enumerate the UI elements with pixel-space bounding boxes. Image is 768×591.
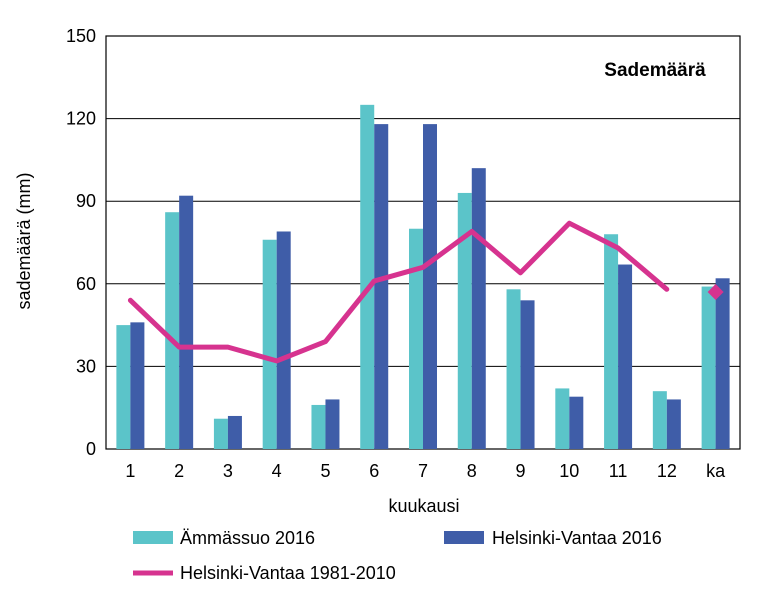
y-tick-labels: 0 30 60 90 120 150 [66,26,96,459]
bar-ammassuo-8 [457,192,472,449]
x-tick-label: 11 [609,461,628,481]
average-line [127,220,724,364]
line-helsinki-1981-2010 [127,220,670,364]
bars [116,104,730,450]
x-tick-label: 10 [559,461,579,481]
legend-label-helsinki-1981-2010: Helsinki-Vantaa 1981-2010 [180,563,396,583]
bar-helsinki-2016-4 [276,231,291,449]
bar-helsinki-2016-3 [227,415,242,449]
x-tick-label: 8 [467,461,477,481]
x-tick-label: 7 [418,461,428,481]
bar-helsinki-2016-9 [520,300,535,449]
bar-helsinki-2016-8 [471,168,486,449]
y-tick-label: 60 [76,274,96,294]
x-tick-label: 12 [657,461,677,481]
bar-helsinki-2016-10 [569,396,584,449]
bar-ammassuo-2 [165,212,180,449]
bar-helsinki-2016-7 [423,124,437,450]
y-axis-title: sademäärä (mm) [14,172,34,309]
x-tick-label: 5 [320,461,330,481]
x-tick-label: 4 [272,461,282,481]
bar-ammassuo-11 [604,234,619,449]
bar-ammassuo-ka [701,286,716,449]
legend-label-helsinki-2016: Helsinki-Vantaa 2016 [492,528,662,548]
legend: Ämmässuo 2016 Helsinki-Vantaa 2016 Helsi… [133,528,662,583]
bar-ammassuo-3 [213,418,228,449]
x-tick-label: 2 [174,461,184,481]
marker-average [707,284,724,301]
x-tick-label: 3 [223,461,233,481]
bar-helsinki-2016-1 [130,322,145,449]
x-tick-label: 1 [125,461,135,481]
legend-label-ammassuo: Ämmässuo 2016 [180,528,315,548]
bar-ammassuo-9 [506,289,521,449]
y-tick-label: 30 [76,356,96,376]
legend-swatch-helsinki-2016 [444,531,484,544]
bar-ammassuo-12 [652,391,667,449]
chart-title: Sademäärä [604,60,706,81]
bar-helsinki-2016-2 [179,195,194,449]
x-tick-label: 9 [516,461,526,481]
y-tick-label: 150 [66,26,96,46]
x-tick-label: ka [706,461,726,481]
x-tick-labels: 1 2 3 4 5 6 7 8 9 10 11 12 ka [125,461,726,481]
bar-helsinki-2016-12 [666,399,681,449]
bar-helsinki-2016-11 [618,264,633,449]
bar-ammassuo-10 [555,388,570,449]
legend-swatch-ammassuo [133,531,173,544]
x-axis-title: kuukausi [388,496,459,516]
bar-helsinki-2016-6 [374,124,389,450]
bar-helsinki-2016-ka [715,278,730,449]
bar-ammassuo-7 [409,228,423,449]
bar-helsinki-2016-5 [325,399,340,449]
y-tick-label: 90 [76,191,96,211]
y-tick-label: 0 [86,439,96,459]
bar-ammassuo-1 [116,325,131,449]
bar-ammassuo-4 [262,239,277,449]
bar-ammassuo-6 [360,104,375,449]
x-tick-label: 6 [369,461,379,481]
bar-ammassuo-5 [311,404,326,449]
y-tick-label: 120 [66,109,96,129]
